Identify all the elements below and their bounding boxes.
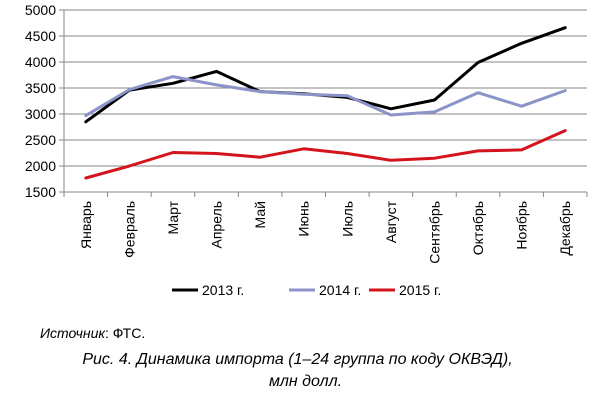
line-chart: 1500 2000 2500 3000 3500 4000 4500 5000 Январь Ф…: [25, 2, 588, 298]
x-tick-label: Апрель: [209, 201, 225, 249]
y-tick-label: 2500: [25, 132, 56, 148]
series-line-1: [84, 26, 567, 124]
y-axis: 1500 2000 2500 3000 3500 4000 4500 5000: [25, 2, 65, 200]
x-tick-label: Август: [383, 200, 399, 243]
x-tick-label: Декабрь: [557, 201, 573, 256]
source-note: Источник: ФТС.: [40, 325, 145, 341]
x-tick-label: Ноябрь: [514, 201, 530, 250]
y-tick-label: 3000: [25, 106, 56, 122]
x-tick-label: Июнь: [296, 201, 312, 237]
y-tick-label: 1500: [25, 184, 56, 200]
y-tick-label: 4500: [25, 28, 56, 44]
x-tick-label: Июль: [339, 201, 355, 237]
y-tick-label: 5000: [25, 2, 56, 18]
y-tick-label: 2000: [25, 158, 56, 174]
legend-label: 2014 г.: [319, 282, 361, 298]
x-tick-label: Октябрь: [470, 201, 486, 255]
x-tick-label: Май: [252, 201, 268, 228]
figure-caption-line2: млн долл.: [268, 373, 343, 390]
figure-caption-line1: Рис. 4. Динамика импорта (1–24 группа по…: [82, 351, 513, 368]
legend-label: 2013 г.: [202, 282, 244, 298]
legend-label: 2015 г.: [399, 282, 441, 298]
series-lines: [84, 26, 567, 180]
x-tick-label: Сентябрь: [426, 201, 442, 264]
legend: 2013 г. 2014 г. 2015 г.: [172, 282, 441, 298]
y-tick-label: 4000: [25, 54, 56, 70]
x-axis: Январь Февраль Март Апрель Май Июнь Июль Август…: [63, 192, 588, 264]
series-line-2: [84, 75, 567, 118]
y-tick-label: 3500: [25, 80, 56, 96]
x-tick-label: Январь: [78, 201, 94, 249]
series-line-3: [84, 129, 567, 180]
source-separator: :: [105, 325, 109, 341]
x-tick-label: Февраль: [121, 201, 137, 258]
source-label: Источник: [40, 325, 106, 341]
x-tick-label: Март: [165, 200, 181, 234]
source-value: ФТС.: [108, 325, 146, 341]
